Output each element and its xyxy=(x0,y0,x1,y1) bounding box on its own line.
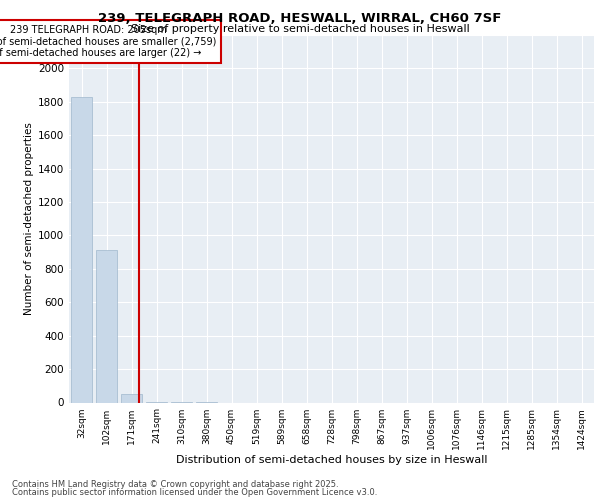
Bar xyxy=(121,394,142,402)
Text: 239, TELEGRAPH ROAD, HESWALL, WIRRAL, CH60 7SF: 239, TELEGRAPH ROAD, HESWALL, WIRRAL, CH… xyxy=(98,12,502,26)
Bar xyxy=(71,97,92,402)
X-axis label: Distribution of semi-detached houses by size in Heswall: Distribution of semi-detached houses by … xyxy=(176,455,487,465)
Text: Contains public sector information licensed under the Open Government Licence v3: Contains public sector information licen… xyxy=(12,488,377,497)
Bar xyxy=(96,250,117,402)
Text: Size of property relative to semi-detached houses in Heswall: Size of property relative to semi-detach… xyxy=(131,24,469,34)
Text: 239 TELEGRAPH ROAD: 205sqm
← 99% of semi-detached houses are smaller (2,759)
1% : 239 TELEGRAPH ROAD: 205sqm ← 99% of semi… xyxy=(0,25,216,58)
Y-axis label: Number of semi-detached properties: Number of semi-detached properties xyxy=(24,122,34,315)
Text: Contains HM Land Registry data © Crown copyright and database right 2025.: Contains HM Land Registry data © Crown c… xyxy=(12,480,338,489)
